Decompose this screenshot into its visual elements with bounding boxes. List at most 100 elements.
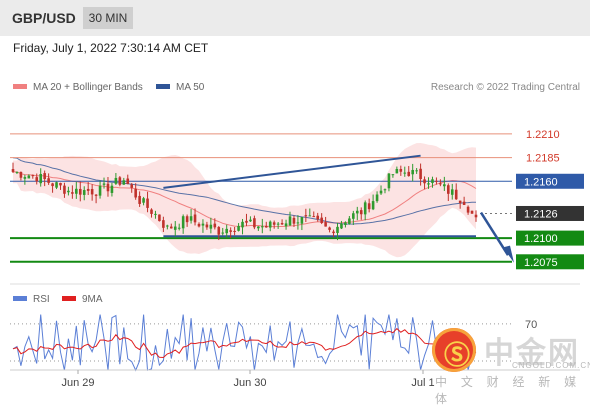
candle-body — [395, 168, 399, 174]
rsi-ma-legend-label: 9MA — [82, 294, 103, 305]
candle-body — [166, 225, 169, 227]
candle-body — [225, 228, 228, 234]
candle-body — [320, 217, 323, 223]
rsi-legend: RSI 9MA — [13, 294, 103, 305]
moving-averages — [12, 157, 477, 228]
rsi-ma-swatch — [62, 296, 76, 301]
candle-body — [292, 217, 296, 224]
candle-body — [367, 203, 371, 210]
candle-body — [458, 200, 462, 204]
rsi-ma-line — [12, 327, 477, 359]
candle-body — [427, 183, 430, 185]
candle-body — [15, 171, 19, 173]
candle-body — [344, 222, 347, 225]
candle-body — [150, 209, 153, 214]
candle-body — [379, 190, 383, 194]
candle-body — [209, 224, 213, 229]
candle-body — [27, 175, 31, 179]
candle-body — [59, 182, 62, 186]
level-label-1.2100: 1.2100 — [524, 233, 558, 245]
candle-body — [419, 168, 422, 180]
watermark-tagline: 中 文 财 经 新 媒 体 — [435, 375, 582, 406]
level-tag-1.2100 — [516, 230, 584, 246]
level-labels: 1.2210 1.2185 1.2160 1.2126 1.2100 1.2075 — [516, 129, 584, 270]
rsi-level-label-70: 70 — [525, 319, 537, 331]
candle-body — [213, 223, 217, 228]
ma50-swatch — [156, 84, 170, 89]
forecast-arrow — [479, 211, 510, 256]
candle-body — [82, 190, 86, 195]
candle-body — [43, 173, 46, 180]
trendlines — [163, 154, 514, 263]
candle-body — [35, 177, 39, 182]
candle-body — [288, 216, 292, 226]
level-label-1.2210: 1.2210 — [526, 129, 560, 141]
ma20-line — [13, 171, 477, 228]
candle-body — [431, 179, 434, 183]
candle-body — [332, 231, 335, 234]
rsi-panel: 70 — [10, 314, 537, 372]
rsi-swatch — [13, 296, 27, 301]
candle-body — [51, 183, 54, 187]
candle-body — [237, 225, 240, 231]
candle-body — [90, 189, 94, 195]
candle-body — [102, 183, 106, 185]
candle-body — [312, 216, 316, 218]
candle-body — [272, 222, 276, 225]
candle-body — [411, 169, 414, 175]
candle-body — [348, 218, 351, 224]
candle-body — [375, 194, 379, 202]
candle-body — [19, 171, 23, 178]
candle-body — [142, 198, 145, 203]
watermark-site: CNGOLD.COM.CN — [512, 361, 590, 370]
candle-body — [383, 189, 387, 191]
candle-body — [189, 216, 193, 221]
candle-body — [446, 185, 450, 194]
candle-body — [284, 223, 288, 227]
price-levels — [10, 133, 514, 263]
ma50-legend-label: MA 50 — [176, 82, 205, 93]
candle-body — [308, 215, 312, 217]
symbol-title: GBP/USD — [12, 10, 76, 26]
bollinger-band-fill — [13, 143, 476, 258]
candle-body — [435, 180, 438, 182]
level-tag-1.2075 — [516, 254, 584, 270]
candle-body — [261, 226, 264, 228]
rsi-line — [12, 314, 477, 372]
candle-body — [55, 182, 58, 188]
level-label-1.2185: 1.2185 — [526, 153, 560, 165]
x-tick-label: Jun 29 — [61, 377, 94, 389]
candle-body — [75, 188, 78, 194]
candle-body — [403, 172, 407, 174]
candle-body — [94, 194, 98, 196]
candle-body — [268, 221, 272, 228]
candle-body — [39, 173, 43, 184]
candle-body — [205, 224, 209, 228]
site-watermark: Ⓢ 中金网 CNGOLD.COM.CN 中 文 财 经 新 媒 体 — [432, 326, 590, 406]
header-bar: GBP/USD 30 MIN — [0, 0, 590, 36]
level-tag-1.2160 — [516, 173, 584, 189]
candle-body — [474, 214, 478, 218]
timeframe-badge[interactable]: 30 MIN — [83, 7, 133, 29]
candle-body — [296, 222, 300, 224]
ma20-swatch — [13, 84, 27, 89]
candle-body — [217, 227, 221, 235]
watermark-logo-text: 中金网 — [484, 336, 580, 371]
x-axis: Jun 29 Jun 30 Jul 1 — [61, 370, 435, 389]
candle-body — [316, 215, 320, 220]
ma50-line — [12, 157, 477, 225]
candle-body — [439, 183, 442, 185]
candle-body — [470, 210, 474, 214]
candle-body — [443, 184, 446, 187]
candle-body — [253, 218, 256, 228]
candle-body — [31, 175, 35, 177]
level-label-1.2075: 1.2075 — [524, 257, 558, 269]
candle-body — [63, 185, 66, 194]
candle-body — [177, 227, 181, 229]
candle-body — [138, 195, 141, 204]
candle-body — [276, 223, 280, 225]
forecast-arrowhead — [503, 245, 514, 263]
candle-body — [173, 226, 177, 230]
candle-body — [257, 226, 260, 229]
